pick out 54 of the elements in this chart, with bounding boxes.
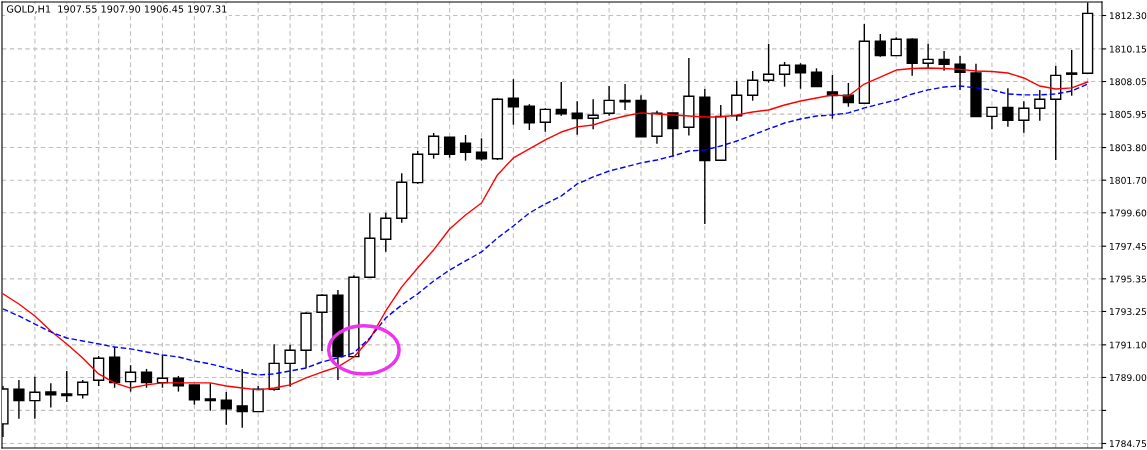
candlestick (986, 106, 998, 130)
y-tick-label: 1808.05 (1109, 78, 1147, 86)
candlestick (45, 382, 57, 409)
y-tick-label: 1801.70 (1109, 176, 1147, 184)
candlestick (810, 67, 823, 88)
y-tick-label: 1797.45 (1109, 242, 1147, 250)
y-tick-label: 1789.00 (1109, 374, 1147, 382)
candlestick (1034, 89, 1046, 122)
candlestick (220, 391, 232, 426)
candlestick (667, 112, 679, 158)
candlestick (778, 61, 791, 88)
y-tick-label: 1805.95 (1109, 110, 1147, 118)
y-tick-label: 1803.80 (1109, 144, 1147, 152)
candlestick (428, 132, 440, 160)
candlestick (459, 134, 472, 162)
candlestick (252, 385, 264, 413)
y-tick-label: 1810.15 (1109, 45, 1147, 53)
candlestick (29, 376, 41, 420)
candlestick (380, 211, 392, 253)
chart-title: GOLD,H1 1907.55 1907.90 1906.45 1907.31 (6, 5, 227, 14)
candlestick (587, 98, 599, 130)
y-tick-label: 1795.35 (1109, 275, 1147, 283)
candlestick (938, 50, 950, 72)
candlestick (284, 343, 296, 388)
candlestick (906, 37, 918, 77)
candlestick (204, 382, 216, 412)
y-tick-label: 1799.60 (1109, 209, 1147, 217)
candlestick (922, 42, 934, 70)
candlestick (124, 364, 137, 393)
candlestick (61, 370, 73, 403)
candlestick (1018, 100, 1030, 134)
candlestick (651, 110, 663, 145)
candlestick (188, 384, 201, 406)
y-tick-label: 1784.75 (1109, 440, 1147, 448)
candlestick (236, 368, 248, 429)
candlestick (747, 70, 759, 102)
candlestick (443, 136, 456, 159)
y-tick-label: 1812.30 (1109, 12, 1147, 20)
candlestick (140, 368, 153, 389)
candlestick (316, 293, 328, 352)
candlestick (762, 43, 775, 84)
candlestick (1002, 87, 1014, 128)
candlestick (874, 33, 886, 58)
candlestick (890, 36, 902, 57)
candlestick (13, 379, 25, 420)
candlestick (523, 103, 535, 131)
candlestick (539, 107, 551, 133)
y-tick-label: 1793.25 (1109, 308, 1147, 316)
y-tick-label: 1791.10 (1109, 341, 1147, 349)
candlestick (603, 85, 615, 117)
candlestick (77, 379, 89, 400)
candlestick (794, 62, 807, 90)
candlestick (1066, 49, 1078, 97)
candlestick (507, 78, 520, 126)
